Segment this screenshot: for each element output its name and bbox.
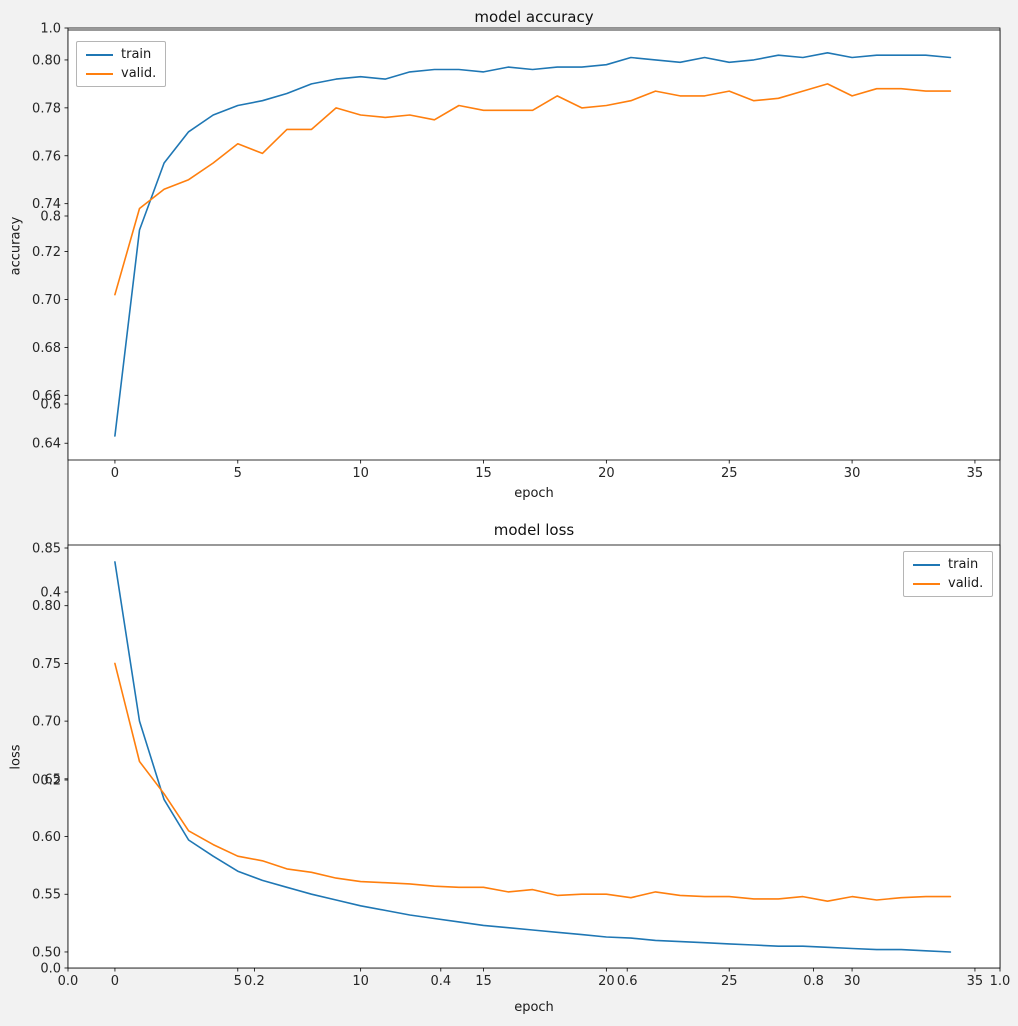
x-tick-label: 1.0 <box>990 974 1011 989</box>
loss-axes: 0 5 10 15 20 25 30 35 0.50 0.55 0.60 0.65 0.70 0.75 0.… <box>32 542 1001 989</box>
accuracy-chart-title: model accuracy <box>474 8 594 26</box>
x-tick-label: 5 <box>234 974 242 989</box>
legend-label-valid: valid. <box>121 66 157 81</box>
y-tick-label: 0.65 <box>32 772 61 787</box>
y-tick-label: 0.2 <box>40 774 61 789</box>
legend-label-train: train <box>948 557 979 572</box>
loss-yaxis-label: loss <box>8 744 24 770</box>
x-tick-label: 0.6 <box>617 974 638 989</box>
y-tick-label: 0.50 <box>32 945 61 960</box>
valid-line-swatch <box>913 582 940 585</box>
x-tick-label: 30 <box>844 974 861 989</box>
train-line-swatch <box>913 563 940 566</box>
loss-legend: train valid. <box>903 551 994 597</box>
y-tick-label: 0.6 <box>40 398 61 413</box>
y-tick-label: 0.85 <box>32 542 61 557</box>
accuracy-axes-frame <box>67 29 1001 461</box>
x-tick-label: 30 <box>844 466 861 481</box>
y-tick-label: 0.8 <box>40 210 61 225</box>
valid-line <box>114 83 952 296</box>
legend-entry-train: train <box>86 47 156 62</box>
accuracy-axes: 0 5 10 15 20 25 30 350.640.660.680.700.720.740.… <box>32 29 1001 481</box>
legend-entry-valid: valid. <box>86 66 156 81</box>
y-tick-label: 0.70 <box>32 715 61 730</box>
y-tick-label: 0.72 <box>32 245 61 260</box>
y-tick-label: 0.66 <box>32 389 61 404</box>
y-tick-label: 0.4 <box>40 586 61 601</box>
y-tick-label: 0.64 <box>32 437 61 452</box>
x-tick-label: 35 <box>967 466 984 481</box>
valid-line-swatch <box>86 72 113 75</box>
x-tick-label: 35 <box>967 974 984 989</box>
x-tick-label: 0.0 <box>58 974 79 989</box>
legend-entry-valid: valid. <box>913 576 983 591</box>
x-tick-label: 0.4 <box>430 974 451 989</box>
x-tick-label: 5 <box>234 466 242 481</box>
loss-xaxis-label: epoch <box>514 1000 554 1015</box>
x-tick-label: 25 <box>721 974 738 989</box>
y-tick-label: 0.80 <box>32 599 61 614</box>
y-tick-label: 0.60 <box>32 830 61 845</box>
x-tick-label: 15 <box>475 974 492 989</box>
legend-entry-train: train <box>913 557 983 572</box>
y-tick-label: 0.55 <box>32 888 61 903</box>
x-tick-label: 0.2 <box>244 974 265 989</box>
y-tick-label: 0.80 <box>32 53 61 68</box>
y-tick-label: 0.78 <box>32 101 61 116</box>
x-tick-label: 0 <box>111 974 119 989</box>
y-tick-label: 0.76 <box>32 149 61 164</box>
x-tick-label: 0.8 <box>803 974 824 989</box>
loss-axes-frame <box>67 544 1001 969</box>
x-tick-label: 0 <box>111 466 119 481</box>
train-line <box>114 51 952 437</box>
loss-chart-title: model loss <box>493 521 575 539</box>
x-tick-label: 15 <box>475 466 492 481</box>
y-tick-label: 0.74 <box>32 197 61 212</box>
accuracy-xaxis-label: epoch <box>514 486 554 501</box>
y-tick-label: 0.68 <box>32 341 61 356</box>
x-tick-label: 25 <box>721 466 738 481</box>
train-line <box>114 561 952 953</box>
accuracy-legend: train valid. <box>76 41 167 87</box>
x-tick-label: 10 <box>352 974 369 989</box>
legend-label-valid: valid. <box>948 576 984 591</box>
y-tick-label: 0.0 <box>40 962 61 977</box>
legend-label-train: train <box>121 47 152 62</box>
x-tick-label: 10 <box>352 466 369 481</box>
y-tick-label: 1.0 <box>40 22 61 37</box>
accuracy-yaxis-label: accuracy <box>8 216 24 276</box>
valid-line <box>114 662 952 903</box>
y-tick-label: 0.70 <box>32 293 61 308</box>
x-tick-label: 20 <box>598 974 615 989</box>
train-line-swatch <box>86 53 113 56</box>
y-tick-label: 0.75 <box>32 657 61 672</box>
x-tick-label: 20 <box>598 466 615 481</box>
